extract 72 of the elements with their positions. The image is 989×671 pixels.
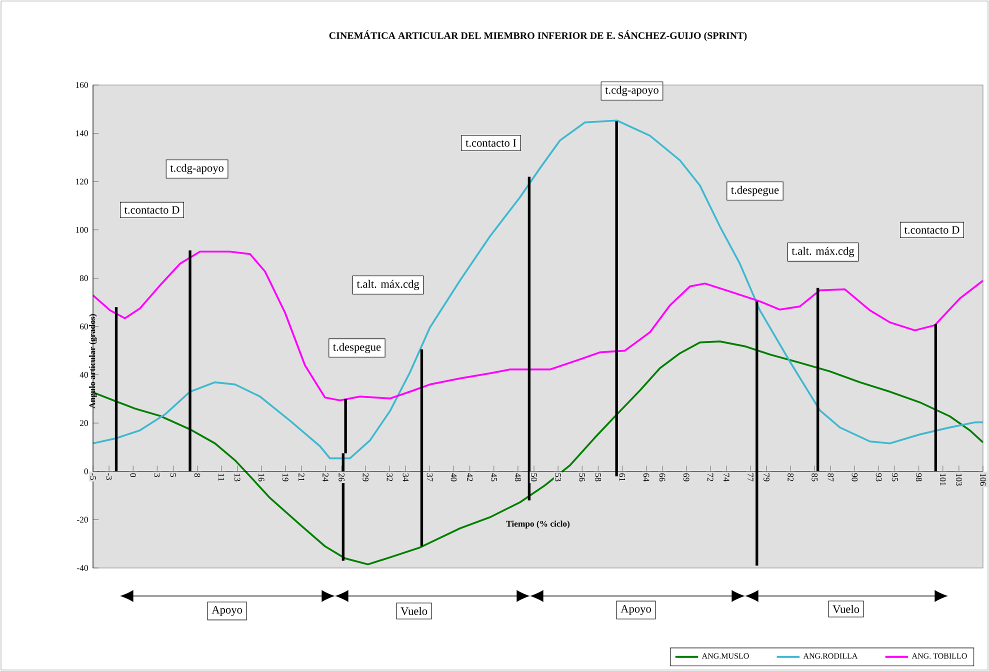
y-tick-label: -20 [77, 516, 88, 523]
x-tick-label: 50 [531, 473, 537, 482]
annotation: t.contacto I [466, 139, 516, 147]
x-tick-label: 42 [466, 473, 473, 482]
annotation: t.alt. máx.cdg [356, 280, 420, 290]
x-axis-title: Tiempo (% ciclo) [506, 520, 570, 528]
x-tick-label: -5 [90, 473, 96, 480]
x-tick-label: 103 [956, 474, 962, 486]
y-tick-label: 40 [80, 372, 88, 378]
x-tick-label: 93 [876, 473, 882, 482]
x-tick-label: 82 [788, 473, 794, 482]
x-tick-label: 26 [338, 473, 344, 482]
x-tick-label: 66 [659, 473, 666, 482]
x-tick-label: 101 [940, 474, 946, 486]
x-tick-label: 74 [724, 474, 730, 482]
y-tick-label: 100 [76, 226, 88, 233]
legend-label: ANG.MUSLO [702, 653, 749, 659]
x-tick-label: 21 [298, 473, 304, 482]
x-tick-label: 85 [812, 473, 818, 482]
y-tick-label: 80 [80, 275, 88, 282]
y-axis-title: Angulo articular (grados) [89, 314, 97, 408]
x-tick-label: 72 [708, 474, 714, 482]
text: Vuelo [400, 606, 428, 615]
x-tick-label: 98 [916, 473, 922, 482]
x-tick-label: 0 [130, 473, 136, 477]
y-tick-label: 160 [76, 82, 88, 88]
x-tick-label: 13 [234, 474, 240, 482]
text: Apoyo [212, 606, 242, 616]
chart-title: CINEMÁTICA ARTICULAR DEL MIEMBRO INFERIOR DE E. SÁNCHEZ-GUIJO (SPRINT) [329, 30, 747, 42]
x-tick-label: 40 [450, 473, 457, 482]
annotation: t.alt. máx.cdg [792, 246, 854, 258]
x-tick-label: 61 [619, 473, 626, 482]
y-tick-label: -40 [77, 565, 88, 571]
x-tick-label: 48 [515, 473, 521, 482]
legend-label: ANG.RODILLA [803, 653, 858, 659]
annotation: t.despegue [333, 342, 381, 354]
x-tick-label: 64 [643, 473, 650, 482]
x-tick-label: 24 [322, 473, 328, 482]
x-tick-label: 77 [748, 474, 754, 482]
x-tick-label: 69 [683, 473, 690, 482]
x-tick-label: 34 [402, 473, 409, 482]
text: Apoyo [620, 605, 651, 615]
x-tick-label: 16 [258, 474, 264, 482]
annotation: t.contacto D [904, 226, 960, 234]
x-tick-label: 53 [555, 473, 561, 482]
y-tick-label: 120 [76, 178, 88, 185]
x-tick-label: 32 [386, 473, 393, 482]
x-tick-label: 90 [852, 473, 858, 482]
annotation: t.contacto D [124, 206, 180, 214]
x-tick-label: 29 [362, 473, 369, 482]
x-tick-label: 79 [764, 474, 770, 482]
annotation: t.despegue [731, 186, 779, 196]
x-tick-label: -3 [106, 473, 112, 480]
text: Vuelo [832, 604, 860, 614]
y-tick-label: 60 [80, 324, 88, 330]
x-tick-label: 19 [282, 474, 288, 482]
x-tick-label: 56 [579, 473, 586, 482]
x-tick-label: 45 [491, 473, 497, 482]
x-tick-label: 87 [828, 473, 834, 482]
x-tick-label: 37 [426, 473, 433, 482]
x-tick-label: 95 [892, 473, 898, 482]
annotation: t.cdg-apoyo [170, 164, 224, 174]
legend-label: ANG. TOBILLO [912, 653, 967, 659]
annotation: t.cdg-apoyo [605, 86, 658, 96]
x-tick-label: 5 [170, 473, 176, 477]
x-tick-label: 8 [194, 473, 200, 477]
x-tick-label: 11 [218, 474, 224, 481]
x-tick-label: 3 [154, 473, 160, 477]
x-tick-label: 106 [980, 474, 986, 486]
y-tick-label: 20 [80, 420, 88, 426]
x-tick-label: 58 [595, 473, 602, 482]
y-tick-label: 140 [76, 130, 88, 136]
